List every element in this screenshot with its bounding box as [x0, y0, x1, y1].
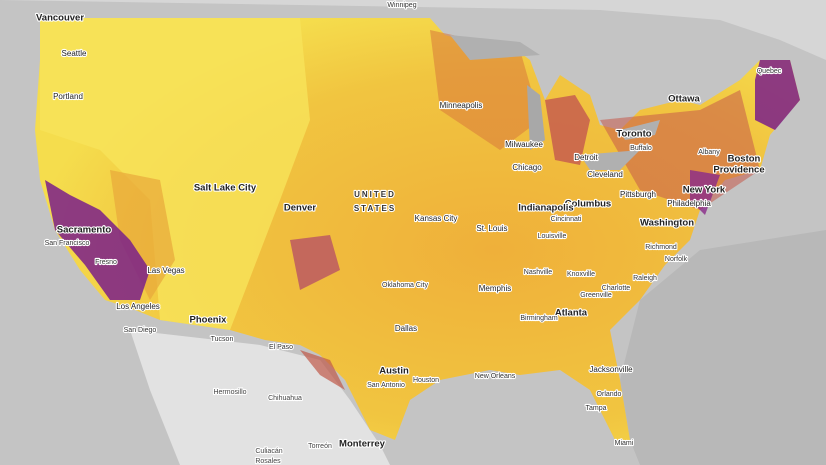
city-label: Richmond	[645, 244, 677, 251]
city-label: San Antonio	[367, 382, 405, 389]
city-label: Cincinnati	[551, 216, 582, 223]
city-label: Jacksonville	[589, 365, 633, 374]
city-label: Vancouver	[36, 13, 84, 24]
city-label: St. Louis	[476, 224, 507, 233]
purple-region	[690, 170, 720, 215]
city-label: El Paso	[269, 344, 293, 351]
city-label: Memphis	[479, 284, 511, 293]
city-label: Kansas City	[415, 214, 458, 223]
city-label: Torreón	[308, 443, 332, 450]
city-label: Tucson	[211, 336, 234, 343]
mexico-land	[130, 330, 390, 465]
labels: Vancouver Winnipeg Seattle Portland Otta…	[35, 1, 783, 465]
city-label: New Orleans	[475, 373, 516, 380]
city-label: Orlando	[597, 391, 622, 398]
city-label: Raleigh	[633, 275, 657, 282]
orange-region	[110, 170, 175, 300]
city-label: Tampa	[585, 405, 606, 412]
city-label: Nashville	[524, 269, 553, 276]
lake-michigan	[527, 85, 545, 150]
city-label: Houston	[413, 377, 439, 384]
city-label: Buffalo	[630, 145, 652, 152]
city-label: Indianapolis	[518, 203, 573, 214]
city-label: Birmingham	[520, 315, 558, 322]
red-region	[300, 350, 345, 390]
city-label: Monterrey	[339, 439, 386, 450]
city-label: Salt Lake City	[194, 183, 257, 194]
city-label: Washington	[640, 218, 694, 229]
purple-region	[755, 60, 800, 130]
city-label: Fresno	[95, 259, 117, 266]
red-region	[545, 95, 590, 165]
city-label: Philadelphia	[667, 199, 711, 208]
city-label: Providence	[713, 165, 764, 176]
city-label: San Diego	[124, 327, 157, 334]
city-label: Knoxville	[567, 271, 595, 278]
orange-region	[430, 30, 540, 150]
city-label: Chicago	[512, 163, 542, 172]
city-label: Los Angeles	[116, 302, 160, 311]
city-label: Albany	[698, 149, 720, 156]
city-label: Austin	[379, 366, 409, 377]
city-label: Toronto	[616, 129, 651, 140]
city-label: Sacramento	[57, 225, 112, 236]
city-label: Chihuahua	[268, 395, 302, 402]
city-label: Cleveland	[587, 170, 623, 179]
lake-erie	[580, 150, 640, 170]
city-label: Hermosillo	[213, 389, 246, 396]
city-label: Denver	[284, 203, 317, 214]
city-label: Greenville	[580, 292, 612, 299]
city-label: Seattle	[62, 49, 87, 58]
red-region	[600, 90, 760, 210]
red-region	[290, 235, 340, 290]
city-label: Louisville	[538, 233, 567, 240]
atlantic	[620, 230, 826, 465]
city-label: Rosales	[255, 458, 281, 465]
city-label: San Francisco	[45, 240, 90, 247]
lake-superior	[450, 35, 540, 60]
country-label: STATES	[354, 204, 396, 213]
city-label: Norfolk	[665, 256, 688, 263]
city-label: Dallas	[395, 324, 417, 333]
city-label: Las Vegas	[147, 266, 184, 275]
city-label: Minneapolis	[440, 101, 483, 110]
city-label: Charlotte	[602, 285, 631, 292]
city-label: New York	[683, 185, 726, 196]
city-label: Oklahoma City	[382, 282, 428, 289]
city-label: Pittsburgh	[620, 190, 656, 199]
city-label: Detroit	[574, 153, 598, 162]
city-label: Atlanta	[555, 308, 588, 319]
city-label: Culiacán	[255, 448, 282, 455]
city-label: Milwaukee	[505, 140, 543, 149]
city-label: Quebec	[757, 68, 782, 75]
city-label: Winnipeg	[387, 2, 416, 9]
city-label: Miami	[615, 440, 634, 447]
lake-ontario	[620, 120, 660, 140]
canada-land	[0, 0, 826, 60]
city-label: Ottawa	[668, 94, 700, 105]
city-label: Portland	[53, 92, 83, 101]
city-label: Boston	[728, 154, 761, 165]
city-label: Phoenix	[190, 315, 228, 326]
city-label: Columbus	[565, 199, 611, 210]
country-label: UNITED	[354, 190, 396, 199]
yellow-region	[40, 18, 310, 330]
purple-region	[45, 180, 150, 300]
